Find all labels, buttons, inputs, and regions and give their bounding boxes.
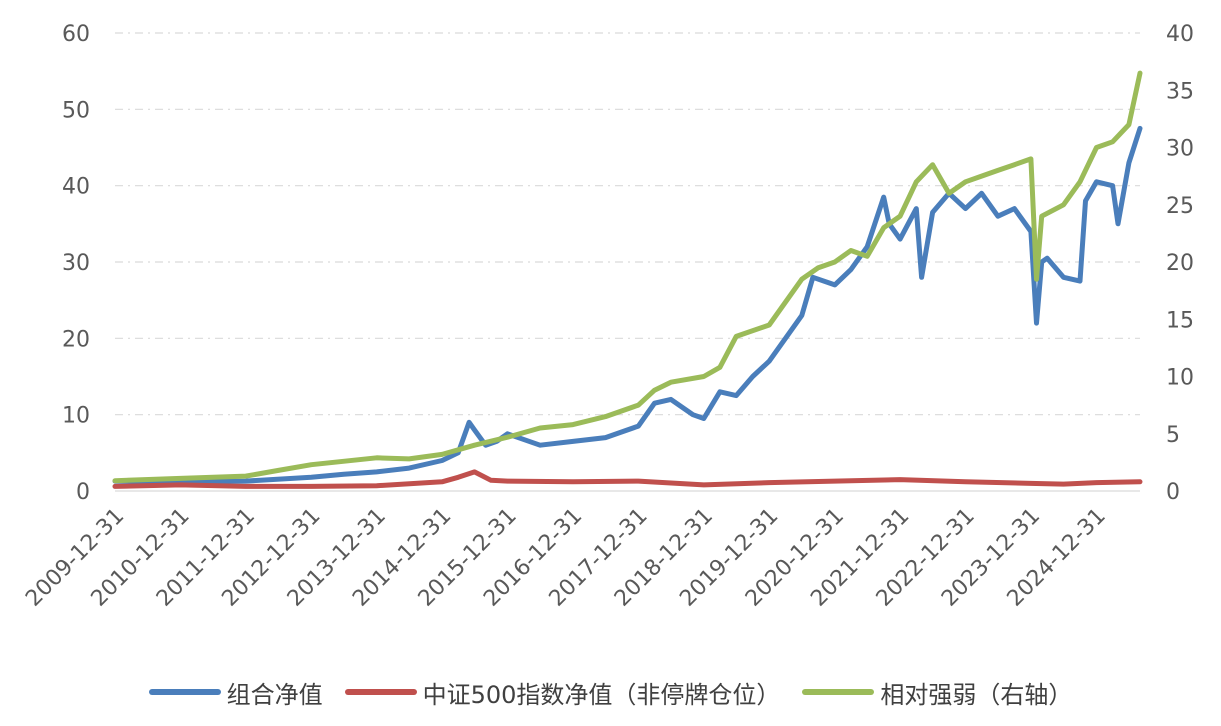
right-y-tick-label: 35: [1166, 79, 1194, 104]
right-y-tick-label: 5: [1166, 423, 1180, 448]
right-y-tick-label: 15: [1166, 308, 1194, 333]
legend-swatch: [148, 689, 221, 695]
right-y-tick-label: 40: [1166, 22, 1194, 47]
series-lines: [112, 70, 1143, 489]
left-y-tick-label: 0: [76, 480, 90, 505]
left-y-axis: 0 10 20 30 40 50 60: [62, 22, 90, 505]
x-axis: 2009-12-312010-12-312011-12-312012-12-31…: [21, 490, 1140, 612]
series-line-2: [112, 70, 1143, 484]
right-y-axis: 0 5 10 15 20 25 30 35 40: [1166, 22, 1194, 505]
left-y-tick-label: 60: [62, 22, 90, 47]
left-y-tick-label: 30: [62, 251, 90, 276]
legend-item: 中证500指数净值（非停牌仓位）: [344, 675, 781, 710]
series-line-1: [112, 469, 1143, 489]
right-y-tick-label: 0: [1166, 480, 1180, 505]
legend-swatch: [802, 689, 875, 695]
legend-item: 组合净值: [148, 675, 323, 710]
right-y-tick-label: 30: [1166, 137, 1194, 162]
legend-swatch: [344, 689, 417, 695]
legend: 组合净值 中证500指数净值（非停牌仓位） 相对强弱（右轴）: [0, 668, 1221, 716]
left-y-tick-label: 50: [62, 98, 90, 123]
gridlines: [115, 32, 1140, 416]
left-y-tick-label: 10: [62, 404, 90, 429]
right-y-tick-label: 20: [1166, 251, 1194, 276]
left-y-tick-label: 20: [62, 327, 90, 352]
line-chart: 0 10 20 30 40 50 60 0 5 10 15 20 25 30 35 40 2009-12-3…: [21, 22, 1194, 612]
legend-label: 相对强弱（右轴）: [880, 680, 1073, 709]
legend-label: 组合净值: [226, 680, 323, 709]
legend-item: 相对强弱（右轴）: [802, 675, 1072, 710]
legend-label: 中证500指数净值（非停牌仓位）: [422, 680, 781, 709]
right-y-tick-label: 10: [1166, 366, 1194, 391]
left-y-tick-label: 40: [62, 175, 90, 200]
right-y-tick-label: 25: [1166, 194, 1194, 219]
series-line-0: [112, 125, 1143, 485]
